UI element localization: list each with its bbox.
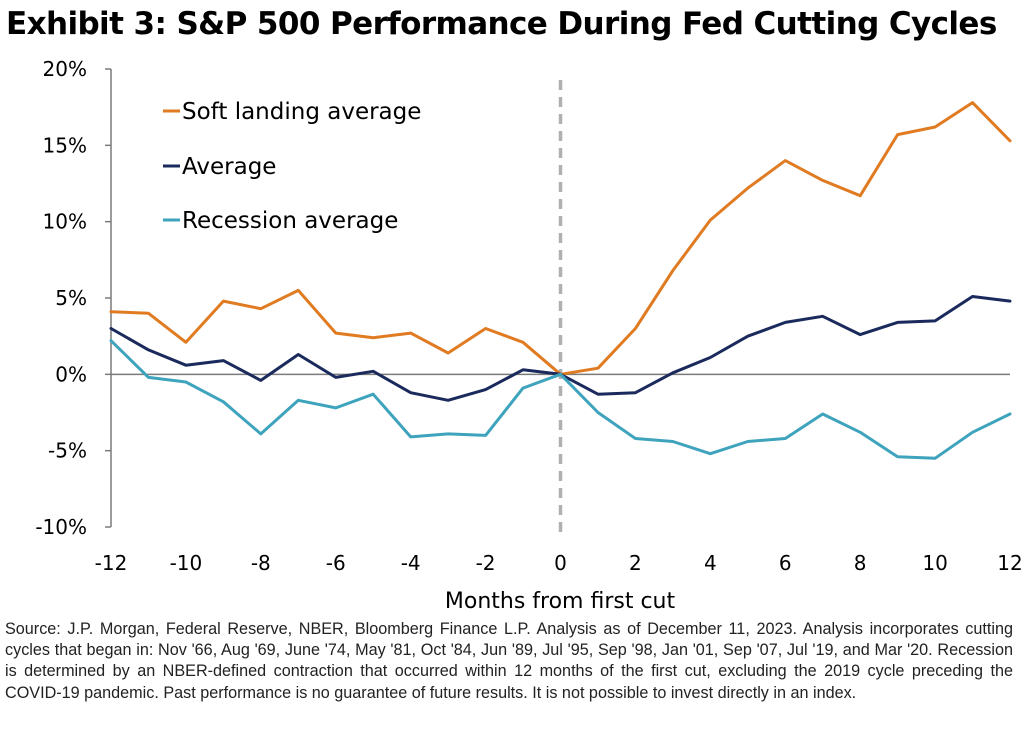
x-tick-label: 10	[922, 551, 947, 575]
x-tick-label: -6	[326, 551, 346, 575]
x-tick-label: -8	[251, 551, 271, 575]
x-tick-label: -12	[95, 551, 128, 575]
x-tick-label: -4	[401, 551, 421, 575]
legend: Soft landing average Average Recession ave…	[163, 99, 421, 234]
y-tick-label: 5%	[55, 286, 87, 310]
source-note: Source: J.P. Morgan, Federal Reserve, NB…	[5, 620, 1013, 702]
x-tick-label: -2	[476, 551, 496, 575]
chart-title: Exhibit 3: S&P 500 Performance During Fe…	[6, 6, 997, 42]
x-tick-label: 12	[997, 551, 1022, 575]
series-line-recession-average	[109, 339, 1012, 460]
y-tick-label: 20%	[43, 57, 87, 81]
line-chart: -10% -5% 0% 5% 10% 15% 20% -12 -10 -8 -6 -4 -2 0 2 4 6 8 1…	[35, 57, 1022, 614]
legend-label-average: Average	[182, 154, 276, 180]
x-tick-label: 6	[779, 551, 792, 575]
legend-label-recession-average: Recession average	[182, 208, 398, 234]
x-tick-label: 8	[854, 551, 867, 575]
series-line-average	[109, 295, 1012, 402]
x-tick-label: -10	[170, 551, 203, 575]
legend-label-soft-landing-average: Soft landing average	[182, 99, 421, 125]
y-tick-label: 0%	[55, 362, 87, 386]
axes: -10% -5% 0% 5% 10% 15% 20% -12 -10 -8 -6 -4 -2 0 2 4 6 8 1…	[35, 57, 1022, 575]
x-tick-label: 0	[554, 551, 567, 575]
y-tick-label: -5%	[48, 439, 87, 463]
x-axis-label: Months from first cut	[445, 589, 676, 614]
y-tick-label: 15%	[43, 133, 87, 157]
x-tick-label: 4	[704, 551, 717, 575]
x-tick-label: 2	[629, 551, 642, 575]
series-lines	[109, 101, 1012, 460]
y-tick-label: 10%	[43, 210, 87, 234]
y-tick-label: -10%	[35, 515, 87, 539]
